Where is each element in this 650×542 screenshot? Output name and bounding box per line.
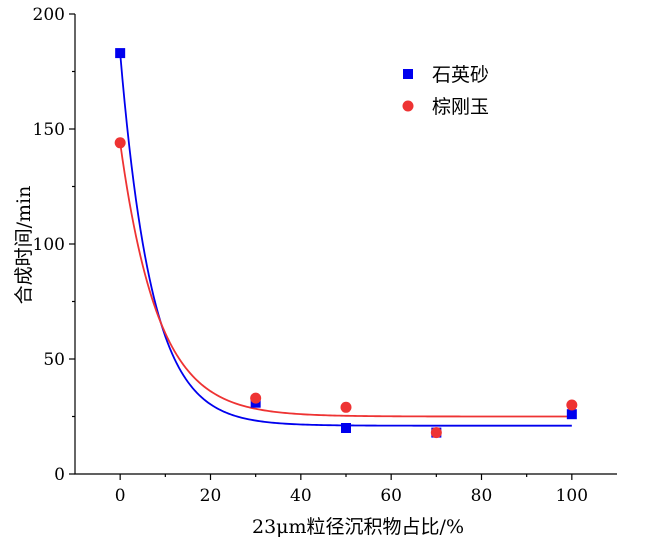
- x-tick-label: 20: [200, 486, 222, 506]
- data-point-square: [115, 48, 126, 59]
- legend-label: 棕刚玉: [432, 96, 489, 118]
- x-tick-label: 0: [115, 486, 126, 506]
- data-point-circle: [430, 427, 442, 439]
- x-axis-label: 23μm粒径沉积物占比/%: [252, 516, 464, 538]
- data-point-square: [566, 409, 577, 420]
- y-tick-label: 50: [43, 350, 65, 370]
- axes: 0 20 40 60 80 100 0 50 100 150 200: [33, 5, 617, 506]
- y-tick-label: 200: [33, 5, 65, 25]
- legend-marker-square: [403, 69, 413, 79]
- y-tick-label: 0: [54, 465, 65, 485]
- fit-curves: [119, 53, 572, 427]
- data-point-circle: [566, 399, 578, 411]
- y-tick-label: 150: [33, 120, 65, 140]
- data-point-circle: [114, 137, 126, 149]
- x-tick-label: 60: [380, 486, 402, 506]
- legend-marker-circle: [402, 100, 414, 112]
- y-axis-label: 合成时间/min: [13, 186, 35, 305]
- x-tick-label: 40: [290, 486, 312, 506]
- fit-line: [119, 142, 572, 418]
- legend-label: 石英砂: [432, 64, 489, 86]
- data-point-circle: [250, 392, 262, 404]
- y-tick-label: 100: [33, 235, 65, 255]
- data-point-circle: [340, 401, 352, 413]
- data-points: [114, 48, 578, 439]
- x-tick-label: 80: [471, 486, 493, 506]
- x-tick-label: 100: [556, 486, 588, 506]
- data-point-square: [341, 423, 351, 433]
